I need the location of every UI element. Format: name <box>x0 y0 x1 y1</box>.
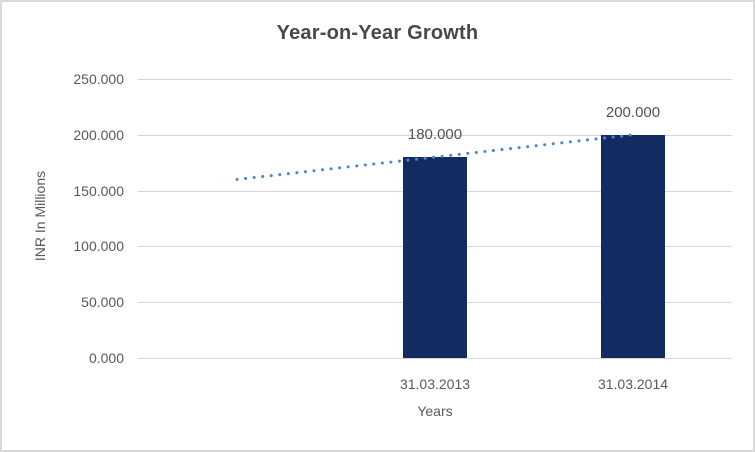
trendline <box>235 133 635 181</box>
y-tick-label: 0.000 <box>88 350 124 366</box>
y-tick-label: 50.000 <box>81 294 124 310</box>
x-tick-label: 31.03.2014 <box>597 376 669 392</box>
x-axis-line <box>138 358 732 359</box>
y-axis-title: INR In Millions <box>32 170 48 262</box>
y-tick-label: 100.000 <box>73 238 124 254</box>
y-tick-label: 200.000 <box>73 127 124 143</box>
data-label: 180.000 <box>407 126 463 143</box>
bar-31.03.2014 <box>601 135 665 358</box>
x-tick-label: 31.03.2013 <box>399 376 471 392</box>
gridline <box>138 79 732 80</box>
bar-31.03.2013 <box>403 157 467 358</box>
gridline <box>138 135 732 136</box>
chart-title: Year-on-Year Growth <box>276 22 479 44</box>
data-label: 200.000 <box>605 104 661 121</box>
y-tick-label: 150.000 <box>73 183 124 199</box>
x-axis-title: Years <box>417 403 453 419</box>
y-tick-label: 250.000 <box>73 71 124 87</box>
